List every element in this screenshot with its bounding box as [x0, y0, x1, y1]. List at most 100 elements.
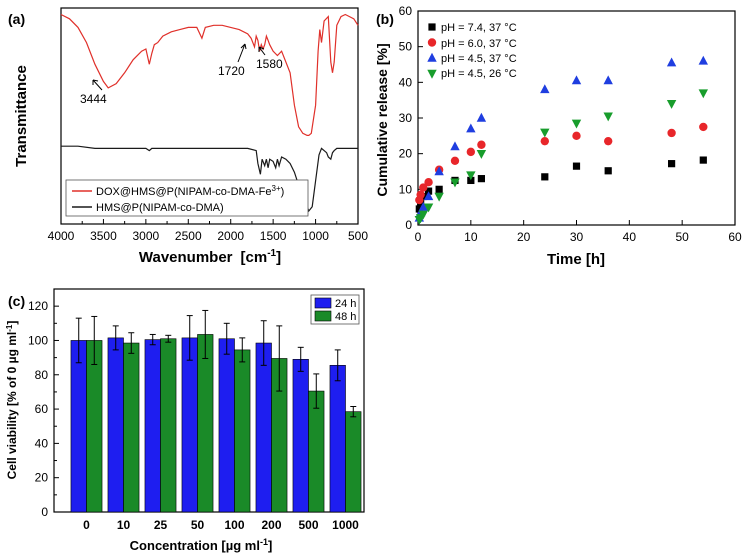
- panel-c-x-axis-close: ]: [268, 538, 272, 553]
- panel-a-legend-box: [65, 179, 309, 217]
- data-point: [603, 112, 613, 122]
- bar: [218, 338, 235, 513]
- bar: [144, 339, 161, 513]
- annotation-3444-arrowhead: [92, 79, 99, 85]
- data-point: [668, 160, 676, 168]
- data-point: [572, 131, 581, 141]
- legend-label-ph45-37: pH = 4.5, 37 °C: [441, 53, 517, 65]
- data-point: [466, 147, 476, 157]
- annotation-3444-arrow: [92, 79, 103, 91]
- data-point: [466, 171, 476, 181]
- data-point: [699, 122, 708, 132]
- legend-label-ph45-26: pH = 4.5, 26 °C: [441, 68, 517, 80]
- data-point: [604, 167, 612, 175]
- x-tick-label: 40: [623, 230, 637, 244]
- data-point: [467, 176, 475, 185]
- panel-a-x-axis-unit-close: ]: [276, 249, 281, 266]
- panel-a-x-axis-unit: [cm: [241, 249, 268, 266]
- legend-label-48h: 48 h: [335, 311, 356, 323]
- y-tick-label: 0: [405, 218, 412, 232]
- y-tick-label: 60: [399, 4, 413, 18]
- x-tick-label: 25: [154, 518, 168, 532]
- legend-label-dox-close: ): [281, 186, 285, 198]
- annotation-1720: 1720: [218, 64, 245, 78]
- data-point: [418, 210, 428, 220]
- x-tick-label: 3000: [133, 229, 160, 243]
- panel-b-x-axis-label: Time [h]: [547, 251, 605, 268]
- data-point: [667, 128, 676, 138]
- panel-a-y-axis-label: Transmittance: [13, 65, 30, 167]
- data-point: [450, 178, 460, 188]
- data-point: [572, 162, 581, 170]
- data-point: [434, 166, 444, 176]
- bar: [86, 340, 103, 513]
- panel-c-y-ticks: 0 20 40 60 80 100 120: [28, 299, 59, 519]
- data-point: [698, 55, 708, 65]
- panel-c-label: (c): [8, 293, 25, 309]
- y-tick-label: 20: [35, 471, 49, 485]
- data-point: [434, 192, 444, 202]
- legend-label-dox-name: DOX@HMS@P(NIPAM-co-DMA-Fe: [96, 186, 272, 198]
- panel-a-label: (a): [8, 11, 25, 27]
- annotation-1720-arrowhead: [240, 43, 247, 50]
- panel-b-y-ticks: 0 10 20 30 40 50 60: [399, 4, 423, 232]
- panel-c-bars: [70, 309, 362, 513]
- panel-b-x-ticks: 0 10 20 30 40 50 60: [415, 220, 742, 244]
- data-point: [424, 178, 433, 187]
- data-point: [604, 136, 613, 146]
- x-tick-label: 30: [570, 230, 584, 244]
- legend-marker-ph45-26: [427, 69, 437, 79]
- x-tick-label: 20: [517, 230, 531, 244]
- data-point: [540, 136, 549, 146]
- data-point: [698, 89, 708, 99]
- bar: [255, 342, 272, 513]
- bar: [329, 365, 346, 513]
- x-tick-label: 0: [415, 230, 422, 244]
- x-tick-label: 10: [117, 518, 131, 532]
- annotation-1580-arrowhead: [258, 46, 265, 52]
- panel-b-points: [414, 55, 708, 225]
- data-point: [476, 149, 487, 159]
- legend-marker-shape: [427, 38, 437, 47]
- panel-c-y-axis-close: ]: [5, 321, 19, 325]
- data-point: [416, 190, 425, 199]
- legend-label-dox-sup: 3+: [272, 184, 281, 193]
- data-point: [541, 173, 549, 181]
- annotation-1580: 1580: [256, 57, 283, 71]
- panel-c-x-axis-title: Concentration [µg ml: [130, 538, 260, 553]
- panel-a: (a) 4000 3500 3000 2500 2000 1500 1000 500 Tran…: [8, 7, 368, 266]
- data-point: [571, 119, 582, 129]
- legend-swatch-48h: [314, 310, 332, 322]
- bar: [234, 349, 251, 513]
- legend-marker-shape: [427, 52, 437, 62]
- bar: [308, 390, 325, 513]
- bar: [197, 334, 214, 513]
- legend-marker-ph74: [428, 23, 436, 31]
- legend-label-ph74: pH = 7.4, 37 °C: [441, 22, 517, 34]
- bar: [160, 338, 177, 513]
- data-point: [477, 140, 486, 149]
- panel-b-legend: pH = 7.4, 37 °C pH = 6.0, 37 °C pH = 4.5…: [427, 22, 517, 80]
- panel-c-x-axis-label: Concentration [µg ml-1]: [130, 537, 273, 553]
- y-tick-label: 0: [41, 505, 48, 519]
- bar: [345, 411, 362, 513]
- y-tick-label: 100: [28, 333, 48, 347]
- data-point: [476, 112, 487, 122]
- x-tick-label: 1500: [260, 229, 287, 243]
- data-point: [477, 175, 485, 183]
- series-line-dox: [60, 13, 359, 136]
- data-point: [423, 203, 434, 213]
- panel-c-y-axis-sup: -1: [5, 324, 14, 332]
- annotation-1580-arrow: [258, 46, 266, 56]
- panel-b: (b) 0 10 20 30 40 50 60 0 10 20 30 40 50 60 Cumulati…: [374, 4, 742, 268]
- series-line-hms: [61, 145, 358, 213]
- x-tick-label: 10: [464, 230, 478, 244]
- data-point: [450, 156, 460, 165]
- bar: [292, 359, 309, 513]
- data-point: [666, 57, 677, 67]
- x-tick-label: 500: [298, 518, 318, 532]
- x-tick-label: 1000: [302, 229, 329, 243]
- y-tick-label: 30: [399, 111, 413, 125]
- annotation-3444: 3444: [80, 92, 107, 106]
- legend-marker-shape: [427, 69, 437, 79]
